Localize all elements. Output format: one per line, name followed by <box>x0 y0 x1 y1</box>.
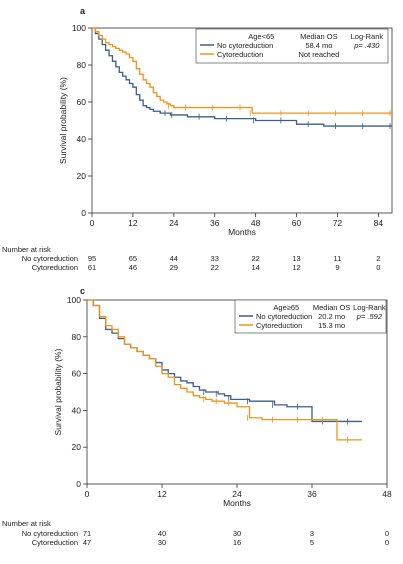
x-tick-label: 12 <box>128 218 138 228</box>
y-tick-label: 40 <box>77 134 87 144</box>
legend-median-os: 15.3 mo <box>318 321 345 330</box>
x-tick-label: 24 <box>169 218 179 228</box>
risk-value: 2 <box>376 254 380 263</box>
y-tick-label: 20 <box>77 171 87 181</box>
km-curve-cytoreduction <box>92 27 392 114</box>
risk-value: 13 <box>292 254 300 263</box>
risk-value: 47 <box>83 538 91 547</box>
legend-group-header: Age≥65 <box>273 303 299 312</box>
risk-value: 30 <box>233 529 241 538</box>
y-tick-label: 80 <box>77 60 87 70</box>
risk-row-label: Cytoreduction <box>32 263 78 272</box>
risk-table-title: Number at risk <box>2 245 51 254</box>
x-tick-label: 48 <box>382 489 392 499</box>
risk-value: 12 <box>292 263 300 272</box>
y-tick-label: 0 <box>81 208 86 218</box>
plot-frame <box>91 27 393 214</box>
x-tick-label: 0 <box>85 489 90 499</box>
legend-median-os-header: Median OS <box>313 303 351 312</box>
km-curve-cytoreduction <box>87 299 362 441</box>
risk-value: 46 <box>129 263 137 272</box>
x-tick-label: 72 <box>333 218 343 228</box>
risk-value: 33 <box>211 254 219 263</box>
risk-value: 29 <box>170 263 178 272</box>
y-tick-label: 60 <box>77 97 87 107</box>
panel-label: a <box>80 6 86 16</box>
x-tick-label: 0 <box>90 218 95 228</box>
risk-value: 95 <box>88 254 96 263</box>
x-tick-label: 48 <box>251 218 261 228</box>
risk-value: 22 <box>251 254 259 263</box>
risk-row-label: Cytoreduction <box>32 538 78 547</box>
risk-value: 14 <box>251 263 259 272</box>
risk-row-label: No cytoreduction <box>22 529 78 538</box>
risk-value: 65 <box>129 254 137 263</box>
legend-box <box>195 28 389 64</box>
legend-p-value: p= .592 <box>356 312 383 321</box>
y-tick-label: 40 <box>72 405 82 415</box>
risk-value: 3 <box>310 529 314 538</box>
risk-value: 22 <box>211 263 219 272</box>
y-tick-label: 100 <box>72 23 86 33</box>
legend-logrank-header: Log-Rank <box>351 32 384 41</box>
x-tick-label: 12 <box>157 489 167 499</box>
km-chart-c: c 0 20 40 60 80 100 0 12 24 36 48 Months Survival pro… <box>2 286 392 547</box>
y-tick-label: 60 <box>72 369 82 379</box>
legend-series-name: Cytoreduction <box>217 50 263 59</box>
legend-series-name: No cytoreduction <box>217 41 273 50</box>
x-axis-label: Months <box>228 227 256 237</box>
panel-label: c <box>80 286 85 296</box>
risk-value: 0 <box>385 529 389 538</box>
risk-value: 71 <box>83 529 91 538</box>
y-tick-label: 0 <box>76 479 81 489</box>
legend-p-value: p= .430 <box>353 41 380 50</box>
y-axis-label: Survival probability (%) <box>58 77 68 164</box>
x-tick-label: 60 <box>292 218 302 228</box>
risk-value: 61 <box>88 263 96 272</box>
legend-series-name: No cytoreduction <box>256 312 312 321</box>
risk-value: 40 <box>158 529 166 538</box>
risk-value: 9 <box>335 263 339 272</box>
legend-logrank-header: Log-Rank <box>353 303 386 312</box>
risk-value: 30 <box>158 538 166 547</box>
legend-group-header: Age<65 <box>248 32 274 41</box>
risk-table-title: Number at risk <box>2 519 51 528</box>
x-tick-label: 84 <box>374 218 384 228</box>
km-curve-no-cytoreduction <box>92 27 392 127</box>
legend-median-os-header: Median OS <box>300 32 338 41</box>
x-tick-label: 36 <box>307 489 317 499</box>
legend-median-os: 20.2 mo <box>318 312 345 321</box>
x-tick-label: 36 <box>210 218 220 228</box>
y-tick-label: 100 <box>67 295 81 305</box>
legend-series-name: Cytoreduction <box>256 321 302 330</box>
x-axis-label: Months <box>223 498 251 508</box>
y-tick-label: 20 <box>72 442 82 452</box>
risk-value: 0 <box>385 538 389 547</box>
y-tick-label: 80 <box>72 332 82 342</box>
risk-value: 16 <box>233 538 241 547</box>
legend-median-os: Not reached <box>298 50 339 59</box>
legend-box <box>234 299 387 334</box>
risk-value: 5 <box>310 538 314 547</box>
risk-value: 11 <box>334 254 342 263</box>
risk-value: 0 <box>376 263 380 272</box>
risk-row-label: No cytoreduction <box>22 254 78 263</box>
km-curve-no-cytoreduction <box>87 299 362 423</box>
risk-value: 44 <box>170 254 178 263</box>
legend-median-os: 58.4 mo <box>305 41 332 50</box>
y-axis-label: Survival probability (%) <box>53 348 63 435</box>
x-tick-label: 24 <box>232 489 242 499</box>
